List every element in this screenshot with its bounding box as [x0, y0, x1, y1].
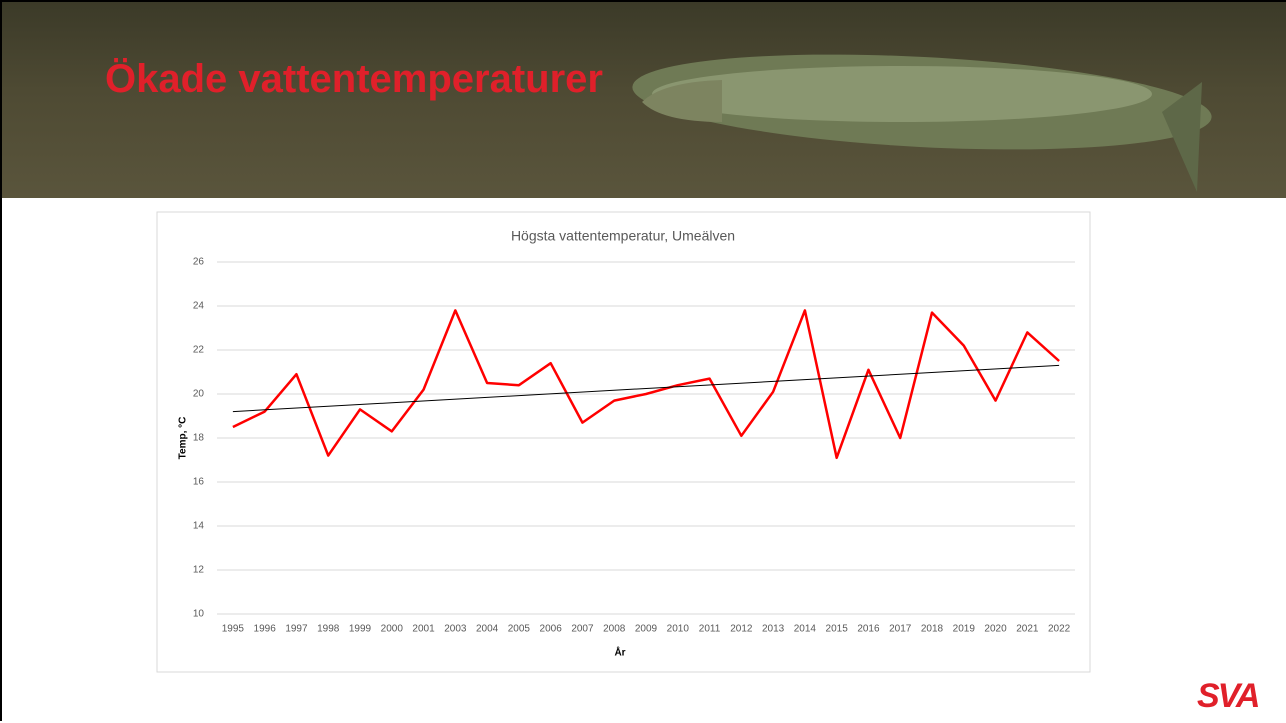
y-tick-label: 26 [193, 257, 205, 268]
x-tick-label: 2008 [603, 624, 626, 635]
banner [2, 2, 1286, 198]
x-tick-label: 2018 [921, 624, 944, 635]
x-tick-label: 1996 [254, 624, 277, 635]
x-tick-label: 1995 [222, 624, 245, 635]
x-tick-label: 2011 [699, 624, 721, 635]
x-tick-label: 2006 [540, 624, 563, 635]
x-tick-label: 2007 [571, 624, 594, 635]
x-tick-label: 2014 [794, 624, 817, 635]
slide-title: Ökade vattentemperaturer [105, 57, 603, 101]
x-tick-label: 1999 [349, 624, 372, 635]
chart-frame [156, 211, 1091, 673]
x-tick-label: 2016 [857, 624, 880, 635]
x-tick-label: 2009 [635, 624, 658, 635]
x-tick-label: 2010 [667, 624, 690, 635]
y-tick-label: 16 [193, 477, 205, 488]
fish-decoration [632, 54, 1212, 192]
x-tick-label: 2003 [444, 624, 467, 635]
y-tick-label: 24 [193, 301, 205, 312]
y-axis-label: Temp, °C [178, 417, 189, 460]
y-tick-label: 10 [193, 609, 205, 620]
x-tick-label: 1998 [317, 624, 340, 635]
data-line [232, 309, 1060, 460]
x-axis-label: År [614, 646, 625, 659]
y-tick-label: 14 [193, 521, 205, 532]
x-tick-label: 2017 [889, 624, 912, 635]
x-tick-label: 2019 [953, 624, 976, 635]
x-tick-label: 1997 [285, 624, 308, 635]
x-tick-label: 2005 [508, 624, 531, 635]
y-tick-label: 12 [193, 565, 205, 576]
logo: SVA [1197, 677, 1260, 715]
x-tick-label: 2001 [412, 624, 435, 635]
y-tick-label: 18 [193, 433, 205, 444]
x-tick-label: 2021 [1016, 624, 1039, 635]
y-tick-label: 22 [193, 345, 205, 356]
x-tick-label: 2015 [826, 624, 849, 635]
x-tick-label: 2000 [381, 624, 404, 635]
trend-line [232, 364, 1060, 413]
y-tick-label: 20 [193, 389, 205, 400]
x-tick-label: 2013 [762, 624, 785, 635]
chart-title: Högsta vattentemperatur, Umeälven [511, 228, 735, 244]
x-tick-label: 2012 [730, 624, 753, 635]
x-tick-label: 2004 [476, 624, 499, 635]
x-tick-label: 2022 [1048, 624, 1071, 635]
x-tick-label: 2020 [984, 624, 1007, 635]
